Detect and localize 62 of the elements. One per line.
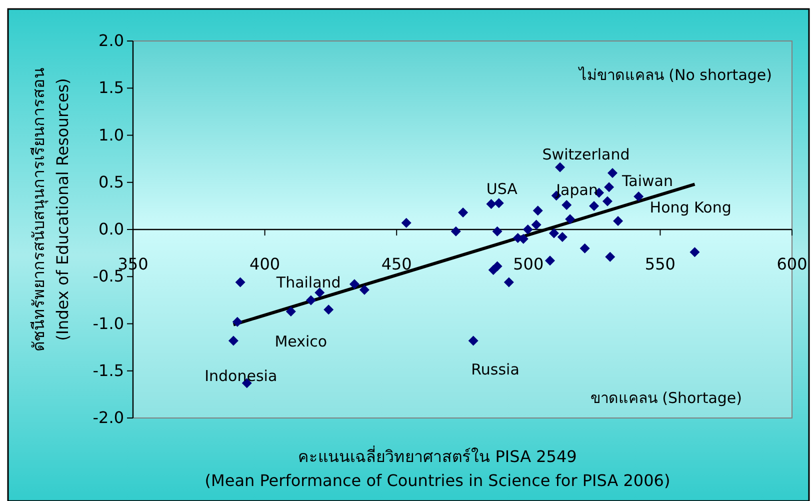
point (604, 182, 614, 192)
point (349, 279, 360, 290)
point (562, 200, 572, 210)
point (557, 232, 568, 242)
point (494, 198, 504, 208)
point (634, 192, 644, 202)
point (486, 199, 496, 210)
annotation: Japan (555, 181, 598, 200)
point (359, 284, 370, 295)
point (690, 247, 700, 258)
annotation: USA (486, 180, 518, 198)
x-tick-label: 500 (513, 254, 544, 274)
point (605, 252, 616, 262)
annotation: Russia (471, 360, 520, 379)
x-tick-label: 600 (776, 254, 808, 274)
point (522, 224, 533, 234)
annotation: Switzerland (542, 145, 630, 164)
annotation: Thailand (275, 274, 341, 292)
point (306, 295, 316, 306)
y-tick-label: -1.0 (92, 314, 124, 333)
point (580, 243, 590, 254)
y-tick-label: 0.5 (98, 172, 124, 192)
annotation: ไม่ขาดแคลน (No shortage) (578, 66, 772, 84)
annotation: Indonesia (204, 367, 278, 386)
point (532, 206, 543, 216)
point (565, 214, 576, 224)
point (548, 228, 559, 238)
point (450, 226, 461, 236)
point (555, 162, 566, 172)
x-axis-title: คะแนนเฉลี่ยวิทยาศาสตร์ใน PISA 2549 (Mean Performance of Countries in Science for PISA 2006) (204, 445, 670, 490)
y-tick-label: -1.5 (92, 360, 124, 380)
x-tick-label: 400 (250, 254, 280, 274)
point (545, 256, 556, 266)
y-tick-label: 0.0 (98, 220, 124, 238)
y-axis-title: ดัชนีทรัพยากรสนับสนุนการเรียนการสอน (Index of Educational Resources) (29, 68, 72, 352)
annotation: Taiwan (620, 172, 673, 190)
point (401, 218, 412, 228)
annotation: ขาดแคลน (Shortage) (590, 389, 742, 407)
point (468, 336, 478, 346)
point (232, 316, 242, 327)
point (235, 277, 246, 288)
x-tick-label: 550 (644, 254, 676, 274)
point (589, 200, 600, 211)
point (458, 208, 468, 218)
point (602, 196, 612, 206)
point (324, 304, 334, 315)
y-tick-label: 1.5 (98, 78, 124, 98)
point (492, 226, 502, 236)
y-tick-label: 2.0 (98, 31, 124, 50)
x-tick-label: 450 (381, 254, 412, 274)
point (228, 336, 238, 346)
point (531, 220, 542, 230)
point (314, 288, 325, 298)
y-tick-label: 1.0 (98, 125, 124, 144)
annotation: Mexico (274, 332, 328, 350)
point (492, 261, 502, 272)
point (613, 216, 624, 226)
point (504, 277, 514, 288)
y-tick-label: -2.0 (92, 408, 124, 427)
annotation: Hong Kong (650, 198, 732, 217)
point (607, 168, 618, 178)
point (286, 306, 296, 316)
